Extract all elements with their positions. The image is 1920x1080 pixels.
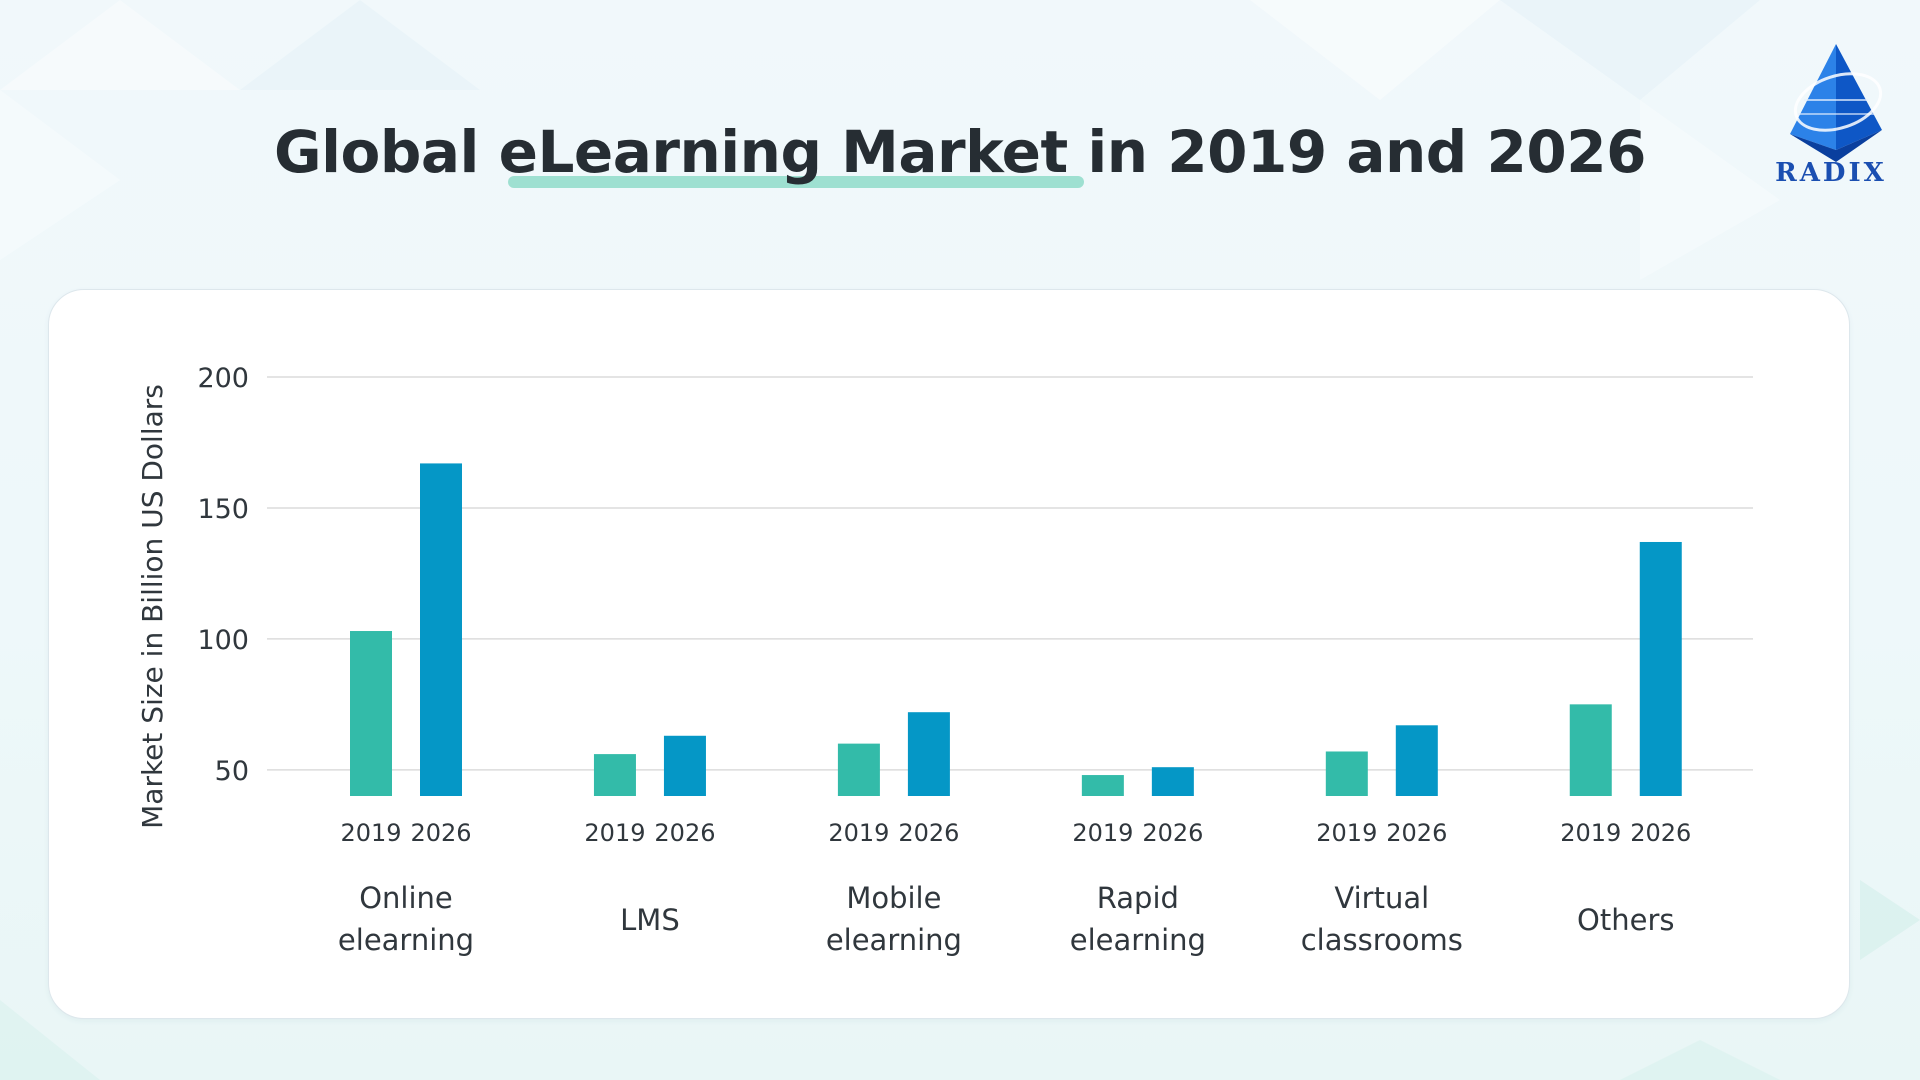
y-tick-label: 150	[197, 494, 249, 525]
category-label: classrooms	[1301, 923, 1463, 957]
category-label: elearning	[338, 923, 474, 957]
y-tick-label: 50	[215, 756, 249, 787]
bar-year-label: 2019	[1316, 819, 1377, 847]
bar-2026	[1639, 541, 1682, 796]
bar-year-label: 2019	[1072, 819, 1133, 847]
chart-card: 50 100 150 200 Market Size in Billion US Dol…	[48, 289, 1850, 1019]
bar-2019	[1325, 751, 1368, 796]
bar-year-label: 2019	[1560, 819, 1621, 847]
y-tick-label: 200	[197, 363, 249, 394]
bar-2026	[663, 735, 706, 796]
title-underline	[508, 176, 1084, 188]
bar-2019	[1569, 704, 1612, 796]
bar-year-label: 2026	[898, 819, 959, 847]
pyramid-logo-icon	[1790, 44, 1883, 162]
category-label: Online	[359, 881, 453, 915]
category-label: LMS	[620, 903, 680, 937]
bar-2019	[350, 631, 392, 796]
logo-text: RADIX	[1775, 158, 1887, 188]
bar-chart: 50 100 150 200 Market Size in Billion US Dol…	[136, 363, 1753, 957]
page-title: Global eLearning Market in 2019 and 2026	[274, 118, 1646, 186]
bar-year-label: 2019	[340, 819, 401, 847]
bar-2019	[1081, 775, 1124, 796]
bar-year-label: 2026	[654, 819, 715, 847]
bar-year-label: 2026	[1386, 819, 1447, 847]
bar-year-label: 2019	[828, 819, 889, 847]
bar-2019	[593, 754, 636, 796]
bar-2026	[1151, 767, 1194, 796]
category-label: elearning	[1070, 923, 1206, 957]
bar-2026	[907, 712, 950, 796]
bar-year-label: 2026	[1142, 819, 1203, 847]
category-label: Virtual	[1334, 881, 1429, 915]
bar-2019	[837, 743, 880, 796]
bar-year-label: 2026	[410, 819, 471, 847]
bar-2026	[420, 463, 462, 796]
category-label: Rapid	[1097, 881, 1179, 915]
bar-2026	[1395, 725, 1438, 796]
category-label: elearning	[826, 923, 962, 957]
category-label: Mobile	[846, 881, 941, 915]
bar-year-label: 2019	[584, 819, 645, 847]
category-label: Others	[1577, 903, 1674, 937]
y-tick-label: 100	[197, 625, 249, 656]
y-axis-label: Market Size in Billion US Dollars	[136, 384, 169, 829]
bar-year-label: 2026	[1630, 819, 1691, 847]
